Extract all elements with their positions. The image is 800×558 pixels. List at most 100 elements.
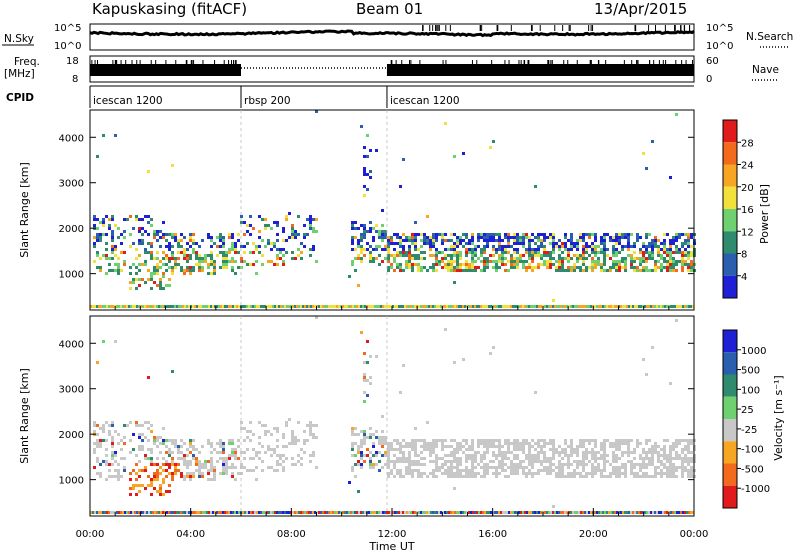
velocity-cell xyxy=(192,472,195,475)
velocity-cell xyxy=(150,493,153,496)
power-cell xyxy=(372,260,375,263)
power-cell xyxy=(486,239,489,242)
velocity-cell xyxy=(531,475,534,478)
colorbar-tick-label: 16 xyxy=(741,205,754,216)
power-ground-cell xyxy=(140,305,142,308)
power-cell xyxy=(462,233,465,236)
velocity-cell xyxy=(456,475,459,478)
velocity-cell xyxy=(690,457,693,460)
velocity-cell xyxy=(675,319,678,322)
power-cell xyxy=(576,239,579,242)
power-ground-cell xyxy=(390,305,392,308)
velocity-cell xyxy=(408,460,411,463)
velocity-cell xyxy=(507,475,510,478)
velocity-cell xyxy=(246,436,249,439)
power-ground-cell xyxy=(170,305,172,308)
velocity-cell xyxy=(156,472,159,475)
power-cell xyxy=(561,269,564,272)
velocity-cell xyxy=(210,478,213,481)
power-cell xyxy=(156,263,159,266)
power-cell xyxy=(174,236,177,239)
power-cell xyxy=(237,251,240,254)
power-cell xyxy=(531,239,534,242)
power-cell xyxy=(372,257,375,260)
velocity-cell xyxy=(375,436,378,439)
velocity-ground-cell xyxy=(182,511,184,514)
velocity-cell xyxy=(471,448,474,451)
velocity-ground-cell xyxy=(624,511,626,514)
power-cell xyxy=(174,257,177,260)
velocity-cell xyxy=(612,466,615,469)
velocity-cell xyxy=(462,451,465,454)
velocity-ground-cell xyxy=(136,511,138,514)
velocity-ground-cell xyxy=(580,511,582,514)
velocity-cell xyxy=(117,472,120,475)
power-cell xyxy=(204,260,207,263)
power-cell xyxy=(555,245,558,248)
power-cell xyxy=(474,260,477,263)
velocity-cell xyxy=(204,466,207,469)
velocity-cell xyxy=(192,439,195,442)
velocity-ground-cell xyxy=(362,511,364,514)
power-cell xyxy=(483,257,486,260)
power-cell xyxy=(528,239,531,242)
velocity-cell xyxy=(552,448,555,451)
power-ground-cell xyxy=(570,305,572,308)
velocity-cell xyxy=(171,460,174,463)
power-cell xyxy=(672,251,675,254)
power-ground-cell xyxy=(530,305,532,308)
power-cell xyxy=(108,224,111,227)
power-cell xyxy=(141,227,144,230)
power-ground-cell xyxy=(554,305,556,308)
power-cell xyxy=(381,224,384,227)
power-cell xyxy=(543,239,546,242)
power-cell xyxy=(654,245,657,248)
power-cell xyxy=(225,257,228,260)
power-cell xyxy=(258,236,261,239)
velocity-cell xyxy=(537,472,540,475)
power-cell xyxy=(579,269,582,272)
velocity-cell xyxy=(360,457,363,460)
colorbar-band xyxy=(723,396,737,419)
power-cell xyxy=(477,266,480,269)
velocity-cell xyxy=(405,457,408,460)
velocity-cell xyxy=(117,478,120,481)
velocity-cell xyxy=(609,463,612,466)
velocity-ground-cell xyxy=(660,511,662,514)
velocity-ground-cell xyxy=(462,511,464,514)
power-cell xyxy=(579,257,582,260)
power-cell xyxy=(582,236,585,239)
power-cell xyxy=(579,239,582,242)
power-cell xyxy=(624,245,627,248)
power-cell xyxy=(225,266,228,269)
power-cell xyxy=(396,242,399,245)
power-cell xyxy=(588,236,591,239)
power-cell xyxy=(681,257,684,260)
power-cell xyxy=(669,269,672,272)
velocity-cell xyxy=(483,472,486,475)
velocity-ground-cell xyxy=(644,511,646,514)
power-cell xyxy=(222,242,225,245)
power-cell xyxy=(615,266,618,269)
power-cell xyxy=(687,245,690,248)
power-cell xyxy=(198,260,201,263)
velocity-ground-cell xyxy=(298,511,300,514)
velocity-cell xyxy=(504,442,507,445)
velocity-ground-cell xyxy=(202,511,204,514)
power-cell xyxy=(609,236,612,239)
velocity-ground-cell xyxy=(478,511,480,514)
power-cell xyxy=(516,266,519,269)
velocity-cell xyxy=(531,460,534,463)
power-ground-cell xyxy=(128,305,130,308)
power-cell xyxy=(687,233,690,236)
power-ground-cell xyxy=(246,305,248,308)
velocity-ground-cell xyxy=(432,511,434,514)
power-cell xyxy=(537,233,540,236)
power-cell xyxy=(591,251,594,254)
velocity-cell xyxy=(534,460,537,463)
velocity-cell xyxy=(381,430,384,433)
power-cell xyxy=(642,254,645,257)
power-cell xyxy=(594,260,597,263)
velocity-cell xyxy=(459,469,462,472)
